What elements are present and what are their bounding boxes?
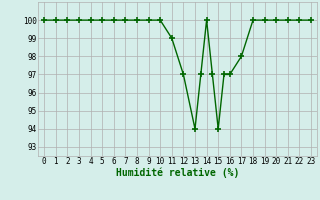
- X-axis label: Humidité relative (%): Humidité relative (%): [116, 168, 239, 178]
